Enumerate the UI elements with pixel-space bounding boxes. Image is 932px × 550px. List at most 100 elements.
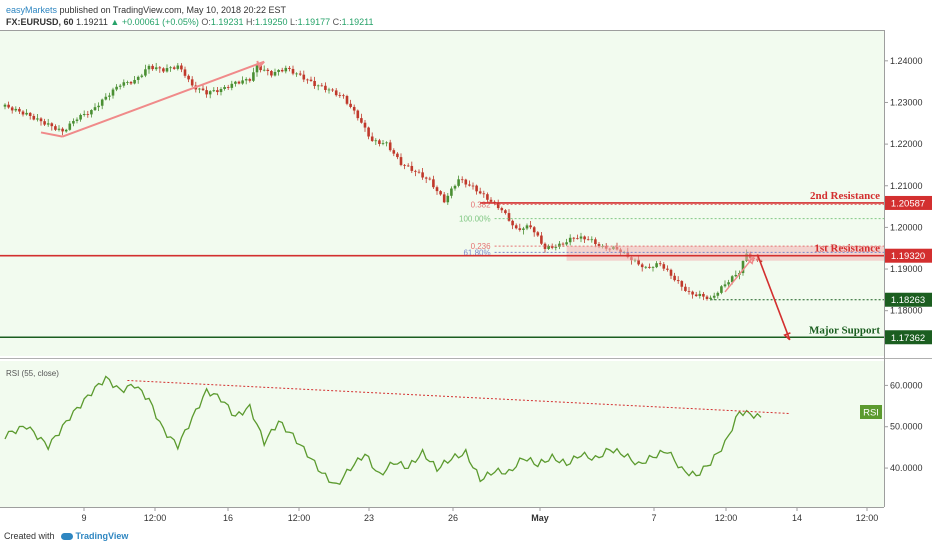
candle-body [313, 80, 316, 87]
level-label: 2nd Resistance [810, 190, 880, 202]
candle-body [309, 79, 313, 81]
candle-body [532, 227, 536, 233]
symbol-label[interactable]: FX:EURUSD, 60 [6, 17, 74, 27]
candle-body [414, 170, 417, 172]
candle-body [10, 107, 14, 111]
candle-body [421, 172, 424, 178]
candle-body [655, 263, 658, 268]
candle-body [259, 65, 262, 71]
candle-body [374, 140, 378, 142]
candle-body [363, 122, 367, 128]
open-value: 1.19231 [210, 17, 244, 27]
tradingview-brand[interactable]: TradingView [75, 531, 129, 541]
candle-body [255, 65, 259, 73]
candle-body [248, 79, 252, 81]
candle-body [90, 110, 93, 115]
candle-body [403, 164, 406, 166]
candle-body [241, 80, 244, 84]
candle-body [100, 99, 104, 106]
price-tag-bg [885, 330, 932, 345]
candle-body [262, 69, 266, 71]
high-value: 1.19250 [254, 17, 288, 27]
candle-body [640, 264, 644, 268]
candle-body [478, 191, 482, 194]
open-key: O: [201, 17, 211, 27]
candle-body [669, 269, 673, 276]
candle-body [504, 210, 507, 214]
candle-body [82, 114, 86, 115]
candle-body [442, 194, 446, 203]
candle-body [410, 165, 414, 171]
candle-body [435, 187, 439, 192]
rsi-title: RSI (55, close) [6, 369, 59, 378]
candle-body [576, 238, 579, 240]
axes: 1.24000 1.23000 1.22000 1.21000 1.20000 1.190… [81, 56, 922, 523]
candle-body [367, 127, 370, 137]
rsi-series: RSI (55, close) RSI [4, 369, 882, 485]
candle-body [651, 267, 655, 268]
candle-body [460, 179, 464, 181]
candle-body [540, 235, 543, 244]
uptrend-arrow-head [256, 60, 265, 69]
candle-body [338, 95, 342, 96]
candle-body [273, 72, 277, 76]
price-tag-bg [885, 195, 932, 210]
candle-body [561, 243, 565, 245]
candle-body [666, 268, 669, 270]
candle-body [324, 85, 327, 90]
candle-body [572, 237, 576, 239]
candle-body [61, 128, 64, 132]
candle-body [280, 69, 284, 72]
candle-body [705, 296, 709, 299]
price-change: ▲ +0.00061 (+0.05%) [110, 17, 199, 27]
candle-body [417, 171, 421, 173]
candle-body [730, 276, 734, 283]
candle-body [597, 244, 601, 247]
bearish-target-arrow-head [783, 332, 791, 341]
candle-body [180, 65, 183, 70]
candle-body [244, 79, 248, 81]
candle-body [151, 65, 154, 70]
rsi-legend: RSI [863, 408, 879, 419]
price-series [3, 62, 763, 301]
candle-body [428, 178, 432, 180]
candle-body [21, 111, 25, 115]
candle-body [32, 115, 36, 120]
level-label: 1st Resistance [814, 243, 880, 255]
candle-body [525, 225, 529, 229]
price-tag-bg [885, 292, 932, 307]
candle-body [543, 243, 547, 249]
candle-body [709, 297, 712, 299]
candle-body [3, 104, 7, 107]
candle-body [720, 286, 723, 293]
candle-body [468, 184, 471, 186]
candle-body [140, 75, 144, 77]
candle-body [126, 81, 129, 83]
candle-body [86, 114, 90, 115]
candle-body [349, 103, 352, 107]
candle-body [36, 118, 39, 120]
candle-body [388, 142, 392, 151]
published-text: published on TradingView.com, May 10, 20… [59, 5, 287, 15]
chart-area[interactable]: RSI (55, close) RSI 0.382 100.00% 0.23661.8… [0, 0, 932, 530]
chart-header: easyMarkets published on TradingView.com… [6, 4, 374, 28]
candle-body [216, 90, 219, 93]
candle-body [432, 179, 435, 188]
tradingview-logo-icon [60, 533, 73, 540]
candle-body [270, 71, 273, 76]
candle-body [536, 232, 540, 236]
candle-body [50, 123, 54, 127]
candle-body [673, 275, 676, 281]
uptrend-arrow-tail [40, 131, 63, 138]
candle-body [154, 67, 158, 70]
candle-body [529, 225, 532, 228]
candle-body [316, 85, 320, 87]
candle-body [759, 260, 763, 262]
candle-body [360, 118, 363, 123]
fib-level-label: 100.00% [459, 215, 491, 224]
candle-body [144, 69, 147, 76]
resistance-zone [566, 246, 884, 261]
publisher-link[interactable]: easyMarkets [6, 5, 58, 15]
candle-body [662, 264, 666, 269]
candle-body [471, 185, 475, 187]
